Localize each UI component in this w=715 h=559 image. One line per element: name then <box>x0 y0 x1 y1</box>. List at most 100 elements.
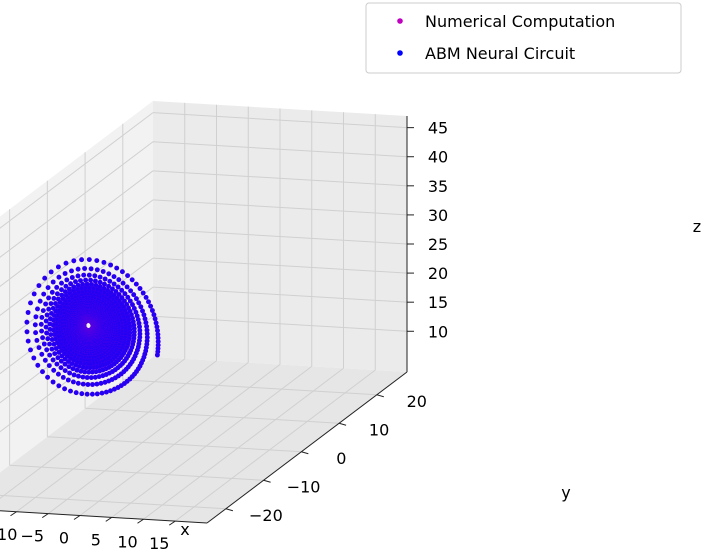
abm-point <box>44 312 50 318</box>
abm-point <box>78 368 84 374</box>
abm-point <box>68 281 73 287</box>
x-tick-mark-0 <box>73 515 81 520</box>
grid-side-z-30 <box>0 199 154 317</box>
abm-point <box>50 305 56 311</box>
abm-point <box>59 353 65 359</box>
y-tick-label-0: 0 <box>336 449 346 468</box>
abm-point <box>107 278 113 284</box>
abm-point <box>137 324 142 330</box>
abm-point <box>67 370 72 376</box>
z-axis-label: z <box>693 217 701 236</box>
abm-point <box>54 285 60 290</box>
abm-point <box>63 260 69 266</box>
abm-point <box>69 361 75 366</box>
abm-point <box>155 328 160 333</box>
abm-point <box>49 337 55 342</box>
abm-point <box>88 266 94 272</box>
abm-point <box>153 320 159 326</box>
grid-side-z-35 <box>0 170 154 287</box>
abm-point <box>125 273 130 278</box>
abm-point <box>122 298 127 304</box>
abm-point <box>90 382 95 387</box>
abm-point <box>100 373 106 379</box>
z-tick-label-30: 30 <box>428 206 448 225</box>
z-tick-label-20: 20 <box>428 264 448 283</box>
abm-point <box>119 287 125 293</box>
abm-point <box>141 312 147 318</box>
y-axis-line <box>206 371 408 524</box>
abm-point <box>129 277 135 283</box>
axis-ticks <box>10 127 414 526</box>
grid-floor-y-10 <box>85 407 340 424</box>
abm-point <box>62 368 68 373</box>
abm-point <box>84 391 90 397</box>
x-tick-label-15: 15 <box>149 534 169 553</box>
abm-point <box>130 302 135 308</box>
abm-point <box>93 282 99 288</box>
abm-point <box>50 379 56 385</box>
grid-back-z-30 <box>152 199 408 216</box>
abm-point <box>73 279 78 285</box>
abm-point <box>56 264 61 270</box>
grid-back-z-15 <box>152 286 408 303</box>
abm-point <box>56 383 62 389</box>
abm-point <box>25 338 31 344</box>
grid-floor-x--10 <box>16 360 217 513</box>
abm-point <box>75 273 81 279</box>
abm-point <box>49 346 55 352</box>
abm-point <box>137 331 143 337</box>
abm-point <box>115 385 121 390</box>
y-tick-mark--10 <box>263 479 271 483</box>
abm-point <box>86 257 92 262</box>
pane-floor <box>0 357 407 523</box>
abm-point <box>33 314 39 320</box>
grid-floor-x--15 <box>0 358 186 499</box>
grid-back-z-10 <box>152 315 408 332</box>
abm-point <box>55 355 61 361</box>
abm-point <box>133 281 139 287</box>
abm-point <box>97 284 103 289</box>
abm-point <box>71 372 77 378</box>
abm-point <box>51 332 57 337</box>
grid-floor-x-0 <box>79 364 281 516</box>
abm-point <box>68 388 73 394</box>
abm-point <box>114 265 120 271</box>
abm-point <box>93 369 99 375</box>
abm-point <box>71 288 76 294</box>
abm-point <box>36 283 42 288</box>
abm-point <box>40 308 46 313</box>
abm-point <box>75 266 81 272</box>
grid-floor-x--5 <box>47 362 249 515</box>
abm-point <box>44 347 50 353</box>
abm-point <box>71 379 76 385</box>
z-tick-label-45: 45 <box>428 119 448 138</box>
x-tick-mark-15 <box>168 520 176 526</box>
abm-point <box>44 330 49 336</box>
abm-point <box>79 257 84 263</box>
abm-point <box>91 365 96 370</box>
grid-floor-x-10 <box>143 367 344 520</box>
abm-point <box>41 291 47 297</box>
abm-point <box>94 258 100 263</box>
abm-point <box>46 363 52 368</box>
abm-point <box>143 295 149 300</box>
abm-point <box>42 357 48 363</box>
abm-point <box>116 277 122 283</box>
x-tick-label--5: −5 <box>21 527 45 546</box>
abm-point <box>32 322 38 328</box>
abm-point <box>144 335 150 340</box>
abm-point <box>88 277 93 283</box>
abm-point <box>124 302 129 307</box>
abm-point <box>84 365 89 371</box>
x-axis-label: x <box>180 520 189 539</box>
abm-point <box>76 364 82 369</box>
tick-labels: −15−10−5051015−20−1001020101520253035404… <box>0 119 448 553</box>
abm-point <box>39 315 45 320</box>
abm-point <box>106 271 112 277</box>
abm-point <box>106 378 112 384</box>
abm-point <box>67 290 73 296</box>
legend-label-numerical: Numerical Computation <box>425 12 615 31</box>
abm-point <box>39 351 45 357</box>
legend-marker-numerical <box>397 18 403 24</box>
abm-point <box>73 362 79 368</box>
